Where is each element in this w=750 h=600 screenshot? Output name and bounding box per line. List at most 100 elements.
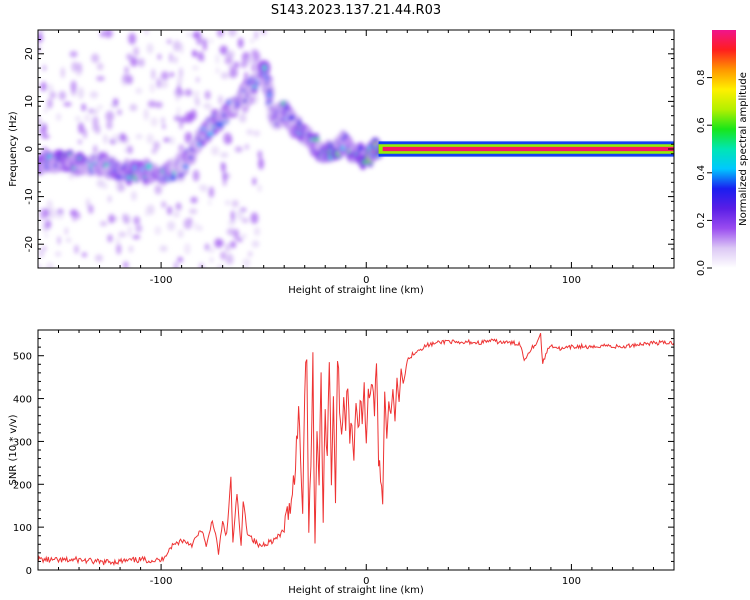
noise-blob [72, 214, 77, 222]
noise-blob [133, 46, 139, 57]
noise-blob [126, 145, 133, 154]
noise-blob [128, 32, 137, 45]
noise-blob [70, 80, 77, 92]
noise-blob [161, 117, 165, 124]
noise-blob [101, 182, 108, 190]
noise-blob [153, 142, 159, 148]
noise-blob [88, 108, 94, 114]
noise-blob [75, 116, 81, 122]
noise-blob [169, 136, 176, 145]
noise-blob [173, 261, 179, 268]
noise-blob [177, 82, 181, 94]
spectrogram-xlabel: Height of straight line (km) [288, 285, 424, 296]
noise-blob [154, 226, 162, 236]
noise-blob [203, 103, 212, 109]
figure-title: S143.2023.137.21.44.R03 [271, 3, 441, 18]
noise-blob [220, 152, 229, 158]
noise-blob [122, 73, 131, 84]
noise-blob [99, 221, 108, 227]
noise-blob [220, 251, 226, 260]
noise-blob [215, 67, 220, 74]
noise-blob [57, 236, 61, 245]
noise-blob [145, 206, 153, 213]
noise-blob [144, 211, 149, 217]
noise-blob [64, 227, 69, 236]
noise-blob [219, 45, 228, 55]
noise-blob [47, 83, 54, 94]
noise-blob [166, 39, 172, 44]
noise-blob [220, 162, 226, 173]
noise-blob [247, 251, 253, 257]
noise-blob [38, 248, 45, 258]
noise-blob [257, 184, 262, 193]
noise-blob [204, 243, 210, 251]
noise-blob [202, 39, 208, 51]
noise-blob [46, 199, 53, 209]
ridge-core [312, 138, 320, 142]
noise-blob [44, 233, 49, 239]
snr-plot-area [38, 330, 674, 570]
noise-blob [83, 128, 87, 139]
noise-blob [45, 262, 54, 268]
noise-blob [192, 169, 200, 182]
noise-blob [169, 72, 175, 78]
noise-blob [167, 220, 176, 231]
noise-blob [115, 237, 120, 244]
noise-blob [151, 68, 156, 80]
noise-blob [75, 71, 82, 77]
noise-blob [173, 56, 178, 64]
noise-blob [42, 123, 47, 130]
noise-blob [55, 113, 62, 121]
band-core [382, 146, 674, 152]
noise-blob [257, 150, 263, 159]
colorbar: 0.0 0.2 0.4 0.6 0.8 Normalized spectral ampl… [696, 30, 749, 276]
noise-blob [215, 53, 220, 65]
noise-blob [47, 207, 56, 220]
noise-blob [86, 198, 90, 209]
snr-ticks: -100 0 100 0 100 200 300 400 500 [13, 329, 675, 587]
noise-blob [159, 80, 169, 89]
noise-blob [191, 65, 199, 71]
noise-blob [193, 90, 200, 96]
colorbar-tick-label: 0.4 [696, 165, 707, 181]
noise-blob [228, 220, 236, 226]
noise-blob [236, 209, 244, 221]
noise-blob [184, 89, 193, 97]
spectrogram-ytick-label: -10 [24, 188, 35, 204]
noise-blob [146, 133, 154, 144]
noise-blob [55, 251, 62, 257]
noise-blob [91, 53, 100, 63]
noise-blob [241, 217, 249, 224]
noise-blob [107, 234, 113, 243]
noise-blob [246, 129, 254, 135]
noise-blob [192, 49, 197, 57]
noise-blob [143, 108, 149, 121]
noise-blob [78, 139, 82, 144]
noise-blob [176, 106, 181, 118]
noise-blob [210, 146, 220, 156]
noise-blob [250, 38, 254, 44]
noise-blob [242, 258, 251, 267]
noise-blob [55, 212, 65, 220]
noise-blob [130, 56, 138, 67]
noise-blob [160, 71, 169, 81]
noise-blob [44, 219, 52, 230]
noise-blob [225, 243, 231, 253]
noise-blob [163, 137, 171, 143]
noise-blob [236, 237, 243, 242]
noise-blob [156, 77, 161, 89]
noise-blob [96, 76, 105, 81]
noise-blob [133, 216, 141, 225]
snr-ytick-label: 500 [13, 352, 32, 363]
noise-blob [49, 91, 57, 99]
noise-blob [92, 116, 99, 128]
noise-blob [115, 181, 121, 191]
noise-blob [122, 214, 131, 225]
spectrogram-ytick-label: 20 [24, 47, 35, 60]
noise-blob [135, 134, 143, 140]
noise-blob [137, 58, 145, 68]
colorbar-tick-label: 0.6 [696, 117, 707, 133]
noise-blob [117, 109, 122, 116]
ridge-core [188, 155, 193, 160]
